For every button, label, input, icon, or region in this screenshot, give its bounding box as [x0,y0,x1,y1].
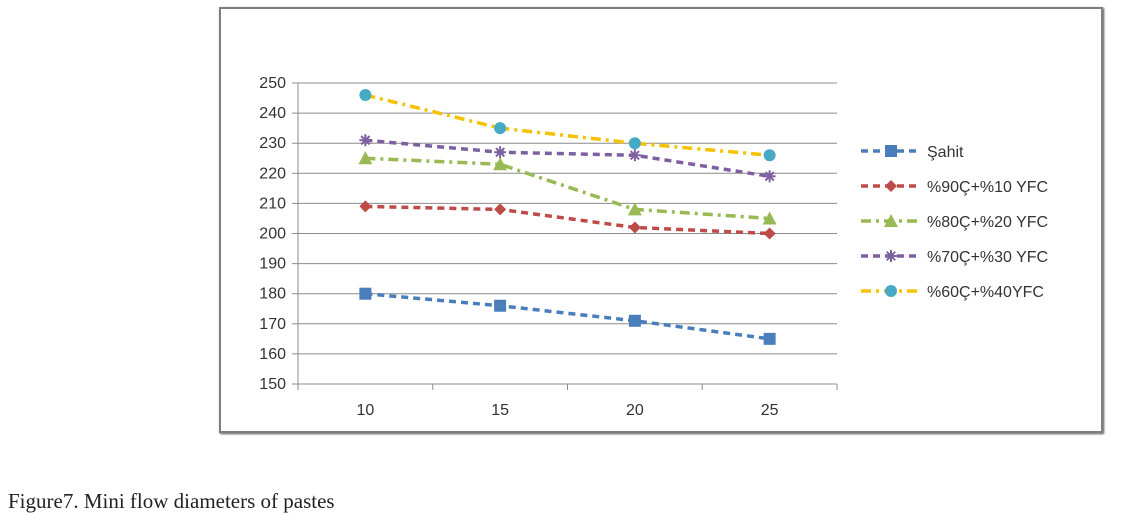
series-line [365,204,770,236]
data-point [763,170,776,183]
series-line [365,291,770,341]
y-tick-label: 220 [259,165,286,182]
data-point [763,227,776,240]
data-point [359,287,372,300]
y-tick-label: 170 [259,316,286,333]
figure-caption: Figure7. Mini flow diameters of pastes [8,489,335,513]
data-point [494,299,507,312]
series-5 [359,89,776,162]
series-line [365,138,770,179]
legend-marker [885,250,897,262]
series-4 [359,134,776,183]
data-point [494,146,507,159]
legend-marker [885,180,897,192]
y-tick-label: 150 [259,376,286,393]
y-tick-label: 210 [259,195,286,212]
legend: Şahit %90Ç+%10 YFC %80Ç+%20 YFC %70Ç+%30 YF… [861,144,1048,301]
x-axis-ticks: 10 15 20 25 [297,384,838,419]
x-tick-label: 10 [356,402,374,419]
data-point [359,200,372,213]
legend-label: Şahit [927,144,964,161]
data-point [762,211,777,225]
data-point [359,89,372,102]
data-point [358,151,373,165]
y-tick-label: 160 [259,346,286,363]
legend-item-3: %80Ç+%20 YFC [861,214,1048,231]
legend-item-5: %60Ç+%40YFC [861,284,1044,301]
legend-label: %90Ç+%10 YFC [927,179,1048,196]
legend-label: %70Ç+%30 YFC [927,249,1048,266]
data-point [494,203,507,216]
y-tick-label: 230 [259,135,286,152]
series-3 [358,151,777,225]
legend-item-1: Şahit [861,144,964,161]
x-tick-label: 20 [626,402,644,419]
data-point [627,202,642,216]
y-tick-label: 200 [259,226,286,243]
legend-item-2: %90Ç+%10 YFC [861,179,1048,196]
data-point [628,221,641,234]
x-tick-label: 25 [761,402,779,419]
chart-frame: 150 160 170 180 190 200 210 220 230 240 250 10 15 20… [219,7,1103,433]
series-2 [359,200,776,240]
data-point [359,134,372,147]
data-point [763,332,776,345]
legend-label: %60Ç+%40YFC [927,284,1044,301]
series-line [364,93,770,157]
legend-label: %80Ç+%20 YFC [927,214,1048,231]
data-point [494,122,507,135]
series-1 [359,287,776,345]
legend-marker [884,214,898,227]
legend-marker [885,145,897,157]
series-group [358,89,777,345]
y-axis-ticks: 150 160 170 180 190 200 210 220 230 240 250 [259,75,298,393]
data-point [763,149,776,162]
y-tick-label: 250 [259,75,286,92]
gridlines [298,82,837,355]
legend-item-4: %70Ç+%30 YFC [861,249,1048,266]
y-tick-label: 240 [259,105,286,122]
line-chart: 150 160 170 180 190 200 210 220 230 240 250 10 15 20… [259,75,1048,419]
y-tick-label: 190 [259,256,286,273]
data-point [628,149,641,162]
data-point [628,137,641,150]
y-tick-label: 180 [259,286,286,303]
legend-marker [885,285,897,297]
data-point [628,314,641,327]
x-tick-label: 15 [491,402,509,419]
data-point [493,157,508,171]
